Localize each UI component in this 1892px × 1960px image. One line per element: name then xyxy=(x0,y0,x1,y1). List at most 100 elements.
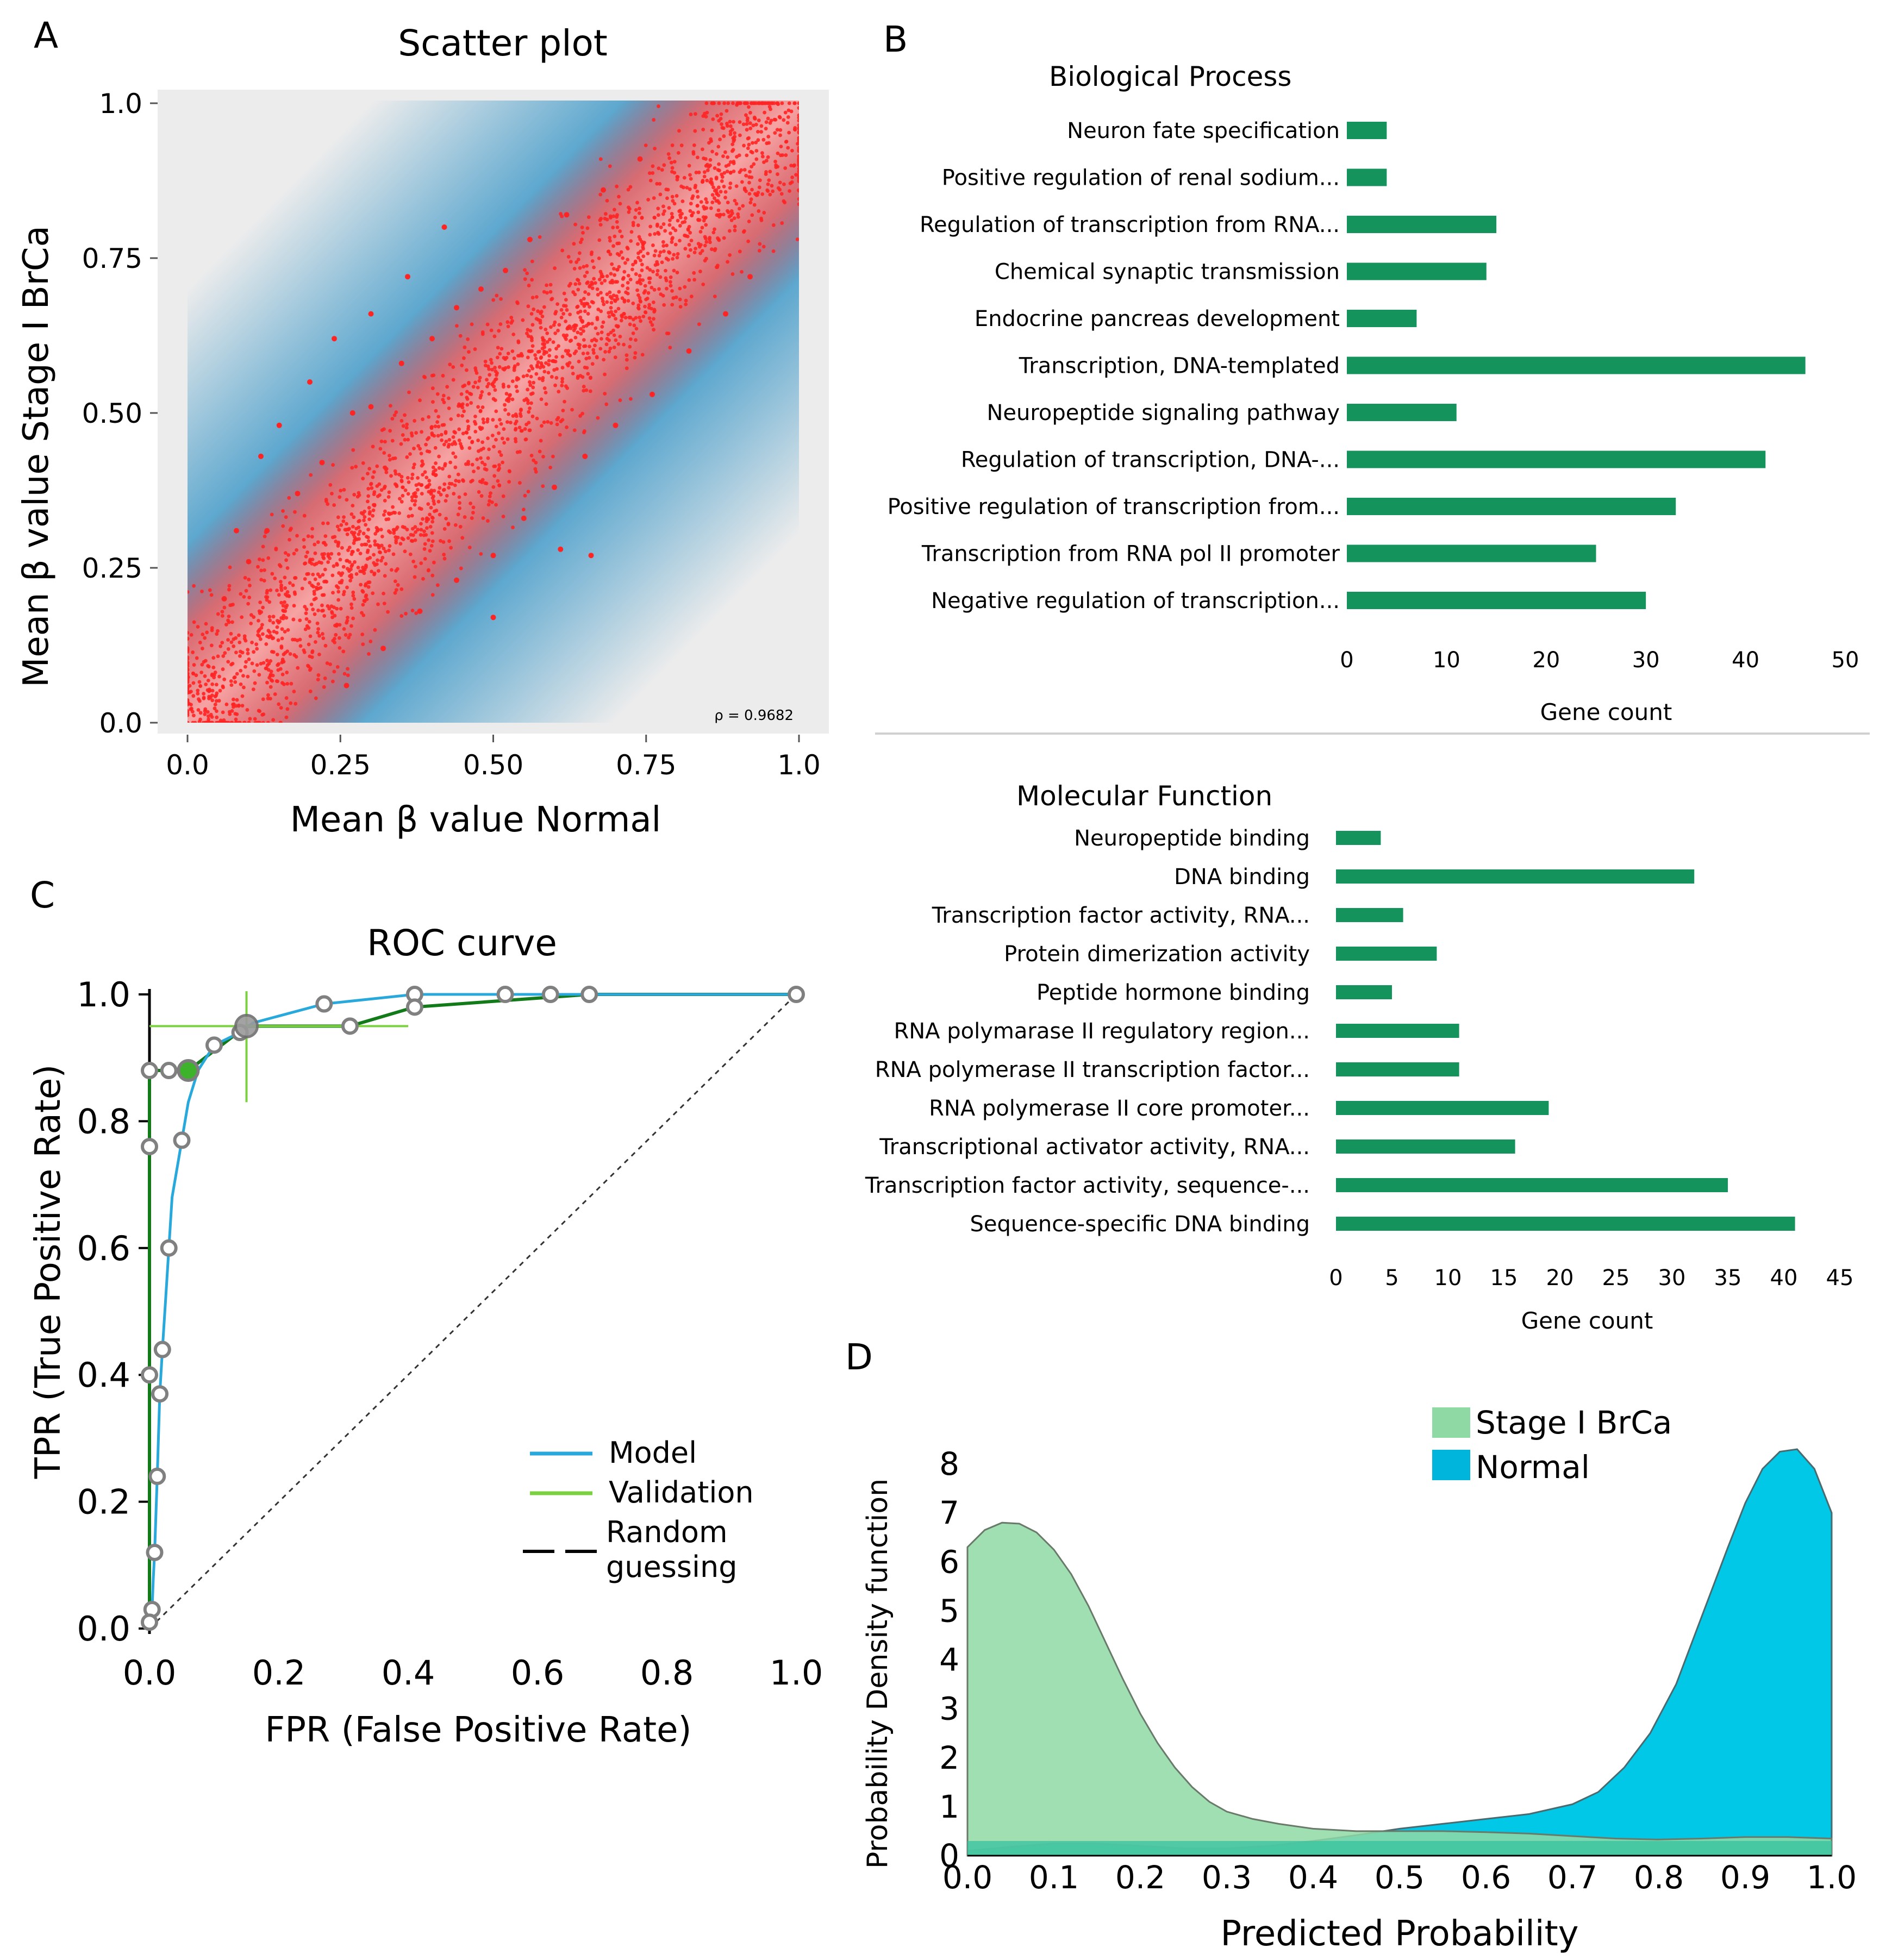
scatter-point xyxy=(603,216,607,221)
scatter-point xyxy=(283,630,287,634)
scatter-point xyxy=(605,274,609,278)
scatter-point xyxy=(423,542,427,546)
scatter-point xyxy=(351,593,355,598)
scatter-point xyxy=(331,463,335,467)
scatter-point xyxy=(616,342,621,346)
scatter-point xyxy=(419,561,423,565)
scatter-point xyxy=(188,590,190,594)
scatter-point xyxy=(316,673,321,677)
scatter-point xyxy=(672,202,677,206)
scatter-point xyxy=(470,478,474,483)
scatter-point xyxy=(732,161,736,165)
scatter-point xyxy=(550,297,553,302)
scatter-point xyxy=(553,266,557,270)
bar-xtick-label: 15 xyxy=(1490,1266,1518,1291)
scatter-point xyxy=(579,327,583,331)
scatter-point xyxy=(601,299,605,303)
scatter-point xyxy=(670,166,675,170)
scatter-point xyxy=(730,211,734,215)
scatter-point xyxy=(608,295,613,299)
scatter-point xyxy=(594,326,598,330)
scatter-point xyxy=(232,697,235,702)
scatter-point xyxy=(405,274,410,280)
scatter-point xyxy=(557,323,561,327)
scatter-point xyxy=(352,597,357,601)
scatter-point xyxy=(266,556,271,560)
scatter-point xyxy=(565,308,569,312)
scatter-point xyxy=(660,168,664,172)
scatter-point xyxy=(617,195,621,199)
scatter-point xyxy=(364,565,368,569)
scatter-point xyxy=(282,652,286,656)
density-ytick-label: 3 xyxy=(939,1690,959,1727)
scatter-point xyxy=(647,305,651,310)
scatter-point xyxy=(618,398,622,402)
scatter-point xyxy=(511,332,516,336)
scatter-point xyxy=(671,296,676,300)
scatter-point xyxy=(426,502,430,506)
panel-letter-b: B xyxy=(883,18,908,60)
roc-title: ROC curve xyxy=(367,922,557,964)
scatter-point xyxy=(750,165,754,168)
scatter-point xyxy=(736,212,740,216)
scatter-point xyxy=(492,464,496,468)
scatter-point xyxy=(339,523,344,527)
scatter-point xyxy=(521,515,527,521)
scatter-point xyxy=(576,342,580,347)
scatter-point xyxy=(680,199,685,203)
scatter-point xyxy=(371,508,376,512)
scatter-point xyxy=(540,346,545,350)
scatter-point xyxy=(419,528,423,532)
bar xyxy=(1347,544,1596,562)
scatter-point xyxy=(300,586,304,591)
scatter-point xyxy=(678,224,682,228)
scatter-point xyxy=(694,171,698,174)
scatter-point xyxy=(728,132,733,136)
scatter-point xyxy=(662,163,666,167)
scatter-point xyxy=(253,681,257,685)
scatter-point xyxy=(460,364,464,367)
scatter-point xyxy=(463,515,467,519)
scatter-point xyxy=(321,636,326,640)
roc-panel: ROC curve 0.0 0.2 0.4 0.6 0.8 1.00.00.20.40.6… xyxy=(28,922,823,1750)
scatter-point xyxy=(727,215,732,219)
scatter-point xyxy=(670,303,675,307)
scatter-point xyxy=(209,695,213,699)
scatter-point xyxy=(752,162,756,166)
scatter-point xyxy=(648,268,652,272)
scatter-point xyxy=(672,253,676,257)
scatter-point xyxy=(191,650,195,654)
scatter-point xyxy=(757,209,761,213)
scatter-point xyxy=(736,215,740,219)
scatter-point xyxy=(441,374,445,378)
scatter-point xyxy=(250,661,254,666)
scatter-point xyxy=(605,198,609,203)
scatter-point xyxy=(590,259,595,263)
scatter-point xyxy=(451,435,455,439)
scatter-point xyxy=(265,591,269,595)
scatter-point xyxy=(578,315,583,320)
scatter-point xyxy=(279,644,284,648)
scatter-point xyxy=(727,229,732,233)
scatter-point xyxy=(249,613,253,617)
scatter-point xyxy=(261,697,265,702)
scatter-point xyxy=(764,127,768,131)
scatter-point xyxy=(427,483,432,487)
scatter-point xyxy=(615,213,619,217)
legend-guessing-label: guessing xyxy=(606,1550,738,1584)
scatter-point xyxy=(615,268,619,272)
scatter-point xyxy=(651,270,655,274)
scatter-point xyxy=(509,316,514,320)
scatter-point xyxy=(257,618,260,623)
legend-stage1-label: Stage I BrCa xyxy=(1476,1404,1672,1441)
scatter-point xyxy=(311,585,316,589)
scatter-point xyxy=(431,516,435,520)
scatter-point xyxy=(392,531,396,535)
scatter-point xyxy=(723,190,728,194)
scatter-point xyxy=(413,491,417,495)
scatter-point xyxy=(439,492,443,497)
scatter-point xyxy=(723,311,728,317)
scatter-point xyxy=(394,541,398,545)
scatter-point xyxy=(480,405,485,409)
scatter-point xyxy=(603,392,607,396)
